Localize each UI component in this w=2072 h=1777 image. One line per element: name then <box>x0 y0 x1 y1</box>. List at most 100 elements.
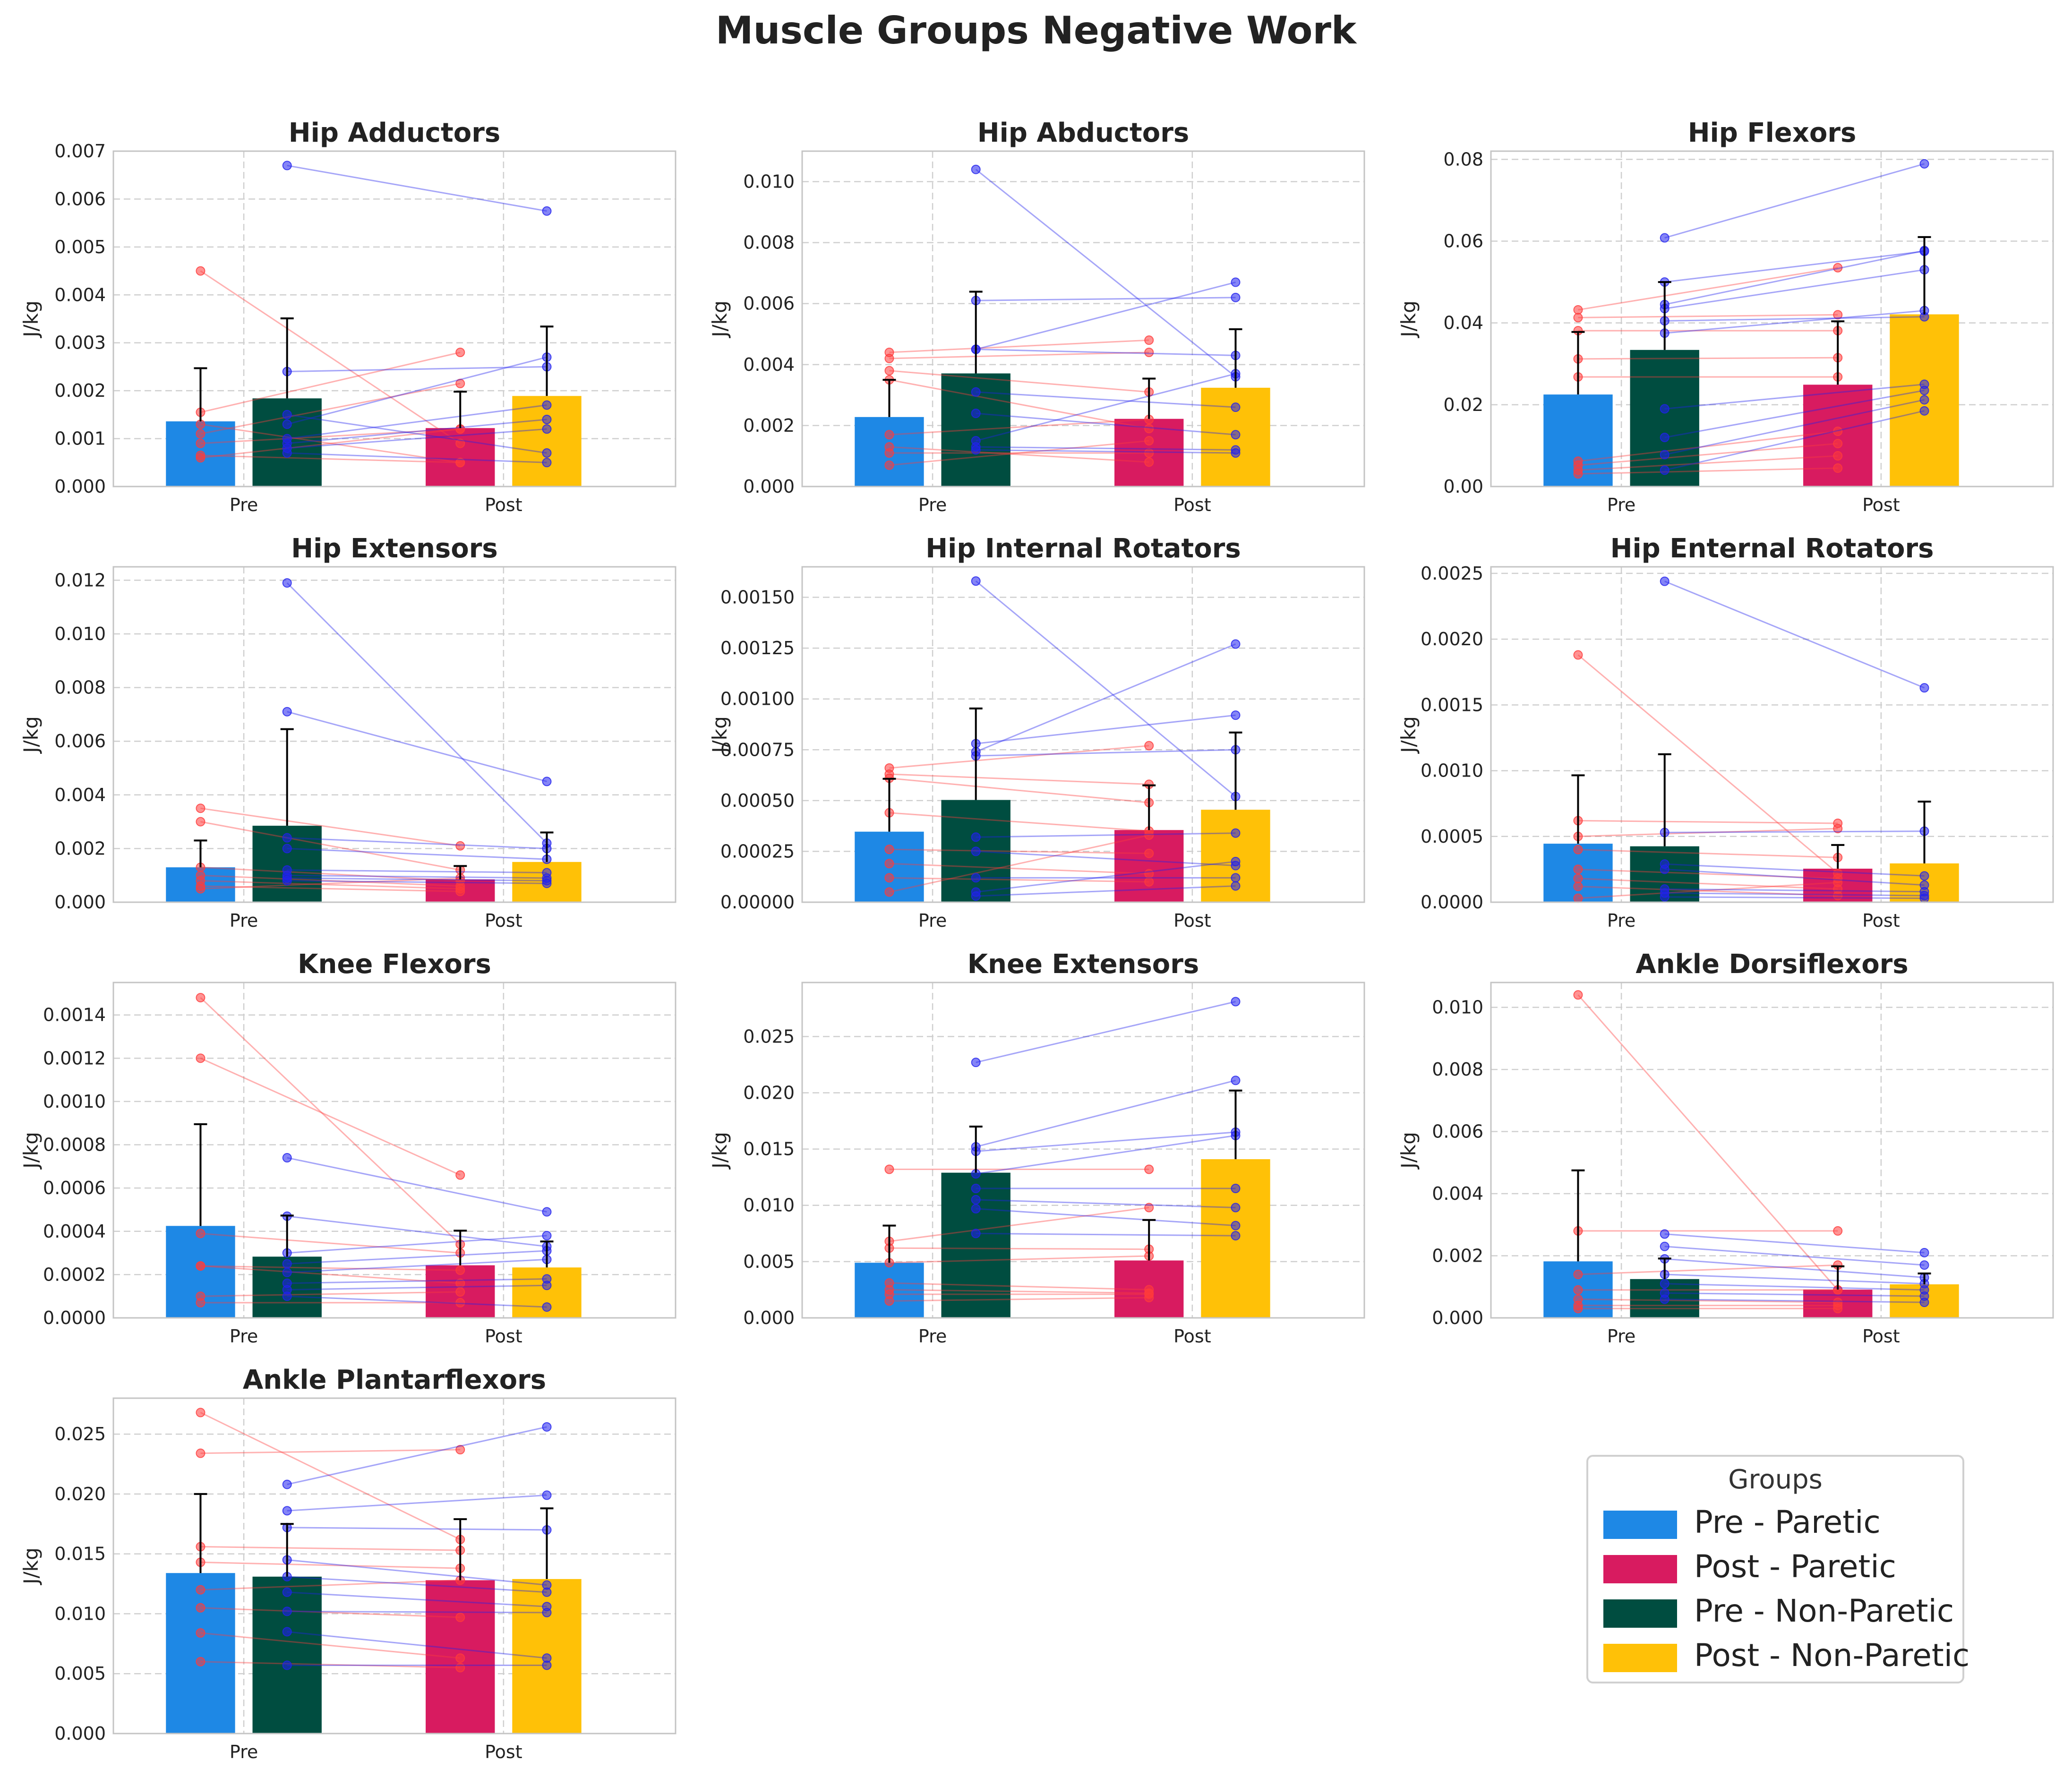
subject-point-paretic-post <box>1144 848 1154 858</box>
subject-point-nonparetic-post <box>542 777 552 786</box>
y-tick-label: 0.00125 <box>720 638 795 658</box>
subject-point-nonparetic-post <box>1919 395 1929 405</box>
legend-swatch <box>1603 1644 1677 1672</box>
subject-point-nonparetic-pre <box>1660 576 1670 586</box>
y-tick-label: 0.0002 <box>43 1264 106 1285</box>
subject-line-nonparetic <box>976 1131 1236 1152</box>
subject-point-paretic-post <box>1833 451 1843 461</box>
subject-line-paretic <box>1577 654 1839 874</box>
subject-line-paretic <box>1578 314 1838 318</box>
chart-panel-knee-flexors: 0.0000 0.0002 0.0004 0.0006 0.0008 0.0010 0.00… <box>5 940 676 1347</box>
subject-line-nonparetic <box>976 412 1236 436</box>
subject-line-nonparetic <box>1664 1283 1925 1291</box>
subject-point-nonparetic-post <box>542 1281 552 1290</box>
subject-point-paretic-pre <box>884 887 894 897</box>
subject-line-paretic <box>200 270 461 444</box>
subject-line-paretic <box>200 1579 461 1591</box>
subject-point-paretic-post <box>455 1663 465 1673</box>
subject-line-nonparetic <box>287 356 547 425</box>
y-tick-label: 0.015 <box>54 1544 106 1564</box>
subject-point-paretic-post <box>1144 1164 1154 1174</box>
subject-point-nonparetic-pre <box>1660 1279 1670 1289</box>
subject-point-nonparetic-post <box>1231 1221 1241 1230</box>
x-tick-label: Post <box>1862 495 1900 515</box>
subject-point-paretic-pre <box>196 1298 205 1307</box>
y-tick-label: 0.010 <box>54 1603 106 1624</box>
subject-line-paretic <box>200 866 461 882</box>
subject-point-nonparetic-pre <box>971 1229 981 1239</box>
chart-ankle-dorsiflexors: 0.000 0.002 0.004 0.006 0.008 0.010 Pre Post Ank… <box>1397 949 2054 1347</box>
subject-line-paretic <box>1578 443 1838 466</box>
subject-point-paretic-post <box>1833 427 1843 436</box>
subject-line-nonparetic <box>975 169 1236 377</box>
y-tick-label: 0.0012 <box>43 1048 106 1068</box>
subject-line-nonparetic <box>1664 410 1925 471</box>
x-tick-label: Pre <box>230 1742 258 1762</box>
plot-frame <box>112 566 676 903</box>
y-tick-label: 0.00150 <box>720 587 795 608</box>
bar-pre-nonparetic <box>252 1576 322 1734</box>
subject-point-nonparetic-post <box>542 1422 552 1432</box>
subject-point-paretic-pre <box>196 453 205 463</box>
subject-point-paretic-pre <box>1573 1285 1583 1295</box>
y-tick-label: 0.008 <box>1432 1059 1483 1080</box>
subject-point-nonparetic-post <box>542 1230 552 1240</box>
subject-point-paretic-post <box>1144 1203 1154 1213</box>
subject-point-nonparetic-post <box>1919 406 1929 416</box>
subject-line-nonparetic <box>287 1426 547 1486</box>
subject-point-nonparetic-post <box>1231 1203 1241 1213</box>
x-tick-label: Pre <box>230 910 258 931</box>
subject-point-nonparetic-pre <box>282 1259 292 1269</box>
chart-panel-hip-internal-rotators: 0.00000 0.00025 0.00050 0.00075 0.00100 0.001… <box>694 524 1365 931</box>
subject-line-nonparetic <box>976 297 1236 301</box>
y-tick-label: 0.00025 <box>720 841 795 862</box>
subject-line-paretic <box>889 877 1149 883</box>
y-tick-label: 0.000 <box>54 1723 106 1744</box>
y-axis-label: J/kg <box>19 300 43 339</box>
subject-point-paretic-pre <box>1573 864 1583 874</box>
subject-line-nonparetic <box>287 1295 547 1308</box>
subject-line-paretic <box>200 1291 461 1297</box>
subject-line-nonparetic <box>287 874 547 879</box>
subject-point-paretic-pre <box>884 366 894 376</box>
subject-line-nonparetic <box>287 428 547 449</box>
subject-point-nonparetic-pre <box>971 846 981 856</box>
y-tick-label: 0.012 <box>54 570 106 590</box>
x-tick-label: Pre <box>230 1326 258 1347</box>
y-tick-label: 0.0020 <box>1421 629 1483 649</box>
subject-point-paretic-pre <box>884 873 894 883</box>
subject-line-paretic <box>1578 868 1838 880</box>
subject-line-paretic <box>200 428 461 444</box>
subject-point-paretic-pre <box>196 429 205 439</box>
subject-line-nonparetic <box>1664 1292 1925 1297</box>
subject-point-nonparetic-post <box>1231 856 1241 866</box>
subject-point-nonparetic-post <box>542 1207 552 1217</box>
subject-line-paretic <box>889 834 1149 893</box>
subject-point-nonparetic-pre <box>282 1479 292 1489</box>
subject-line-paretic <box>1578 849 1838 858</box>
subject-point-nonparetic-post <box>1919 893 1929 903</box>
subject-point-nonparetic-pre <box>282 1660 292 1670</box>
chart-title: Knee Extensors <box>968 949 1199 980</box>
subject-point-nonparetic-pre <box>282 1153 292 1163</box>
subject-line-paretic <box>200 1265 461 1284</box>
subject-point-nonparetic-post <box>1231 402 1241 412</box>
y-tick-label: 0.006 <box>54 731 106 752</box>
subject-line-paretic <box>200 1412 461 1540</box>
subject-line-paretic <box>889 745 1149 769</box>
y-tick-label: 0.015 <box>743 1139 795 1160</box>
subject-line-nonparetic <box>1664 896 1925 899</box>
subject-point-nonparetic-post <box>542 1607 552 1617</box>
y-tick-label: 0.004 <box>54 284 106 305</box>
subject-point-paretic-post <box>455 1287 465 1297</box>
subject-line-paretic <box>200 1661 461 1669</box>
chart-panel-knee-extensors: 0.000 0.005 0.010 0.015 0.020 0.025 Pre Post Kne… <box>694 940 1365 1347</box>
subject-point-paretic-post <box>1833 310 1843 320</box>
chart-panel-hip-abductors: 0.000 0.002 0.004 0.006 0.008 0.010 Pre Post Hip… <box>694 109 1365 515</box>
legend-swatch <box>1603 1555 1677 1583</box>
subject-point-nonparetic-pre <box>1660 450 1670 460</box>
subject-line-paretic <box>200 383 461 435</box>
subject-point-paretic-post <box>455 1445 465 1455</box>
subject-point-paretic-pre <box>196 1053 205 1063</box>
subject-point-paretic-pre <box>196 266 205 276</box>
